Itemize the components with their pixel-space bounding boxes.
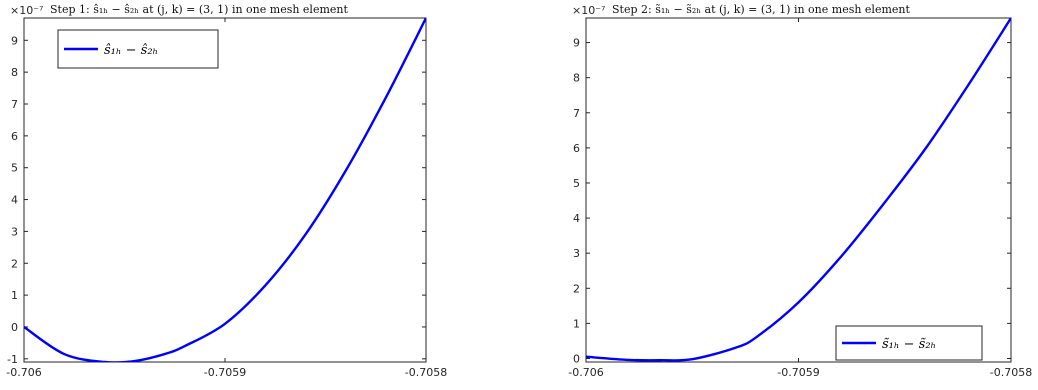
y-axis-exponent: ×10⁻⁷ (572, 4, 605, 17)
y-tick-label: 6 (573, 142, 580, 155)
legend-label: ŝ₁ₕ − ŝ₂ₕ (104, 43, 158, 58)
series-line (586, 18, 1011, 362)
y-tick-label: 1 (11, 289, 18, 302)
y-tick-label: 0 (11, 321, 18, 334)
x-tick-label: -0.7059 (204, 366, 246, 379)
y-tick-label: 3 (11, 225, 18, 238)
x-tick-label: -0.706 (6, 366, 41, 379)
x-tick-label: -0.7058 (405, 366, 447, 379)
y-tick-label: 1 (573, 317, 580, 330)
legend-label: s̃₁ₕ − s̃₂ₕ (882, 337, 936, 352)
y-tick-label: 6 (11, 130, 18, 143)
y-tick-label: 5 (573, 177, 580, 190)
y-tick-label: 7 (11, 98, 18, 111)
y-tick-label: 3 (573, 247, 580, 260)
x-tick-label: -0.706 (568, 366, 603, 379)
y-tick-label: 2 (11, 257, 18, 270)
y-tick-label: 7 (573, 107, 580, 120)
chart-panel-1: -0.706 -0.7059 -0.7058 -1 0 1 2 3 4 5 6 7 8 9 ×10⁻⁷ Ste… (6, 3, 447, 379)
y-tick-label: 4 (11, 194, 18, 207)
chart-title: Step 1: ŝ₁ₕ − ŝ₂ₕ at (j, k) = (3, 1) in … (50, 3, 348, 16)
x-tick-label: -0.7058 (990, 366, 1032, 379)
y-tick-label: 0 (573, 352, 580, 365)
y-tick-label: 8 (573, 72, 580, 85)
plot-area (585, 17, 1012, 363)
y-axis-exponent: ×10⁻⁷ (10, 4, 43, 17)
y-tick-label: -1 (7, 353, 18, 366)
y-tick-label: 5 (11, 162, 18, 175)
chart-panel-2: -0.706 -0.7059 -0.7058 0 1 2 3 4 5 6 7 8 9 ×10⁻⁷ Step … (568, 3, 1032, 379)
x-tick-label: -0.7059 (777, 366, 819, 379)
y-tick-label: 9 (11, 34, 18, 47)
y-tick-label: 8 (11, 66, 18, 79)
y-tick-label: 2 (573, 282, 580, 295)
legend: ŝ₁ₕ − ŝ₂ₕ (57, 29, 219, 69)
plot-area (23, 17, 427, 363)
series-line (24, 18, 426, 362)
legend: s̃₁ₕ − s̃₂ₕ (835, 325, 983, 361)
chart-title: Step 2: s̃₁ₕ − s̃₂ₕ at (j, k) = (3, 1) i… (612, 3, 910, 16)
y-tick-label: 9 (573, 37, 580, 50)
y-tick-label: 4 (573, 212, 580, 225)
